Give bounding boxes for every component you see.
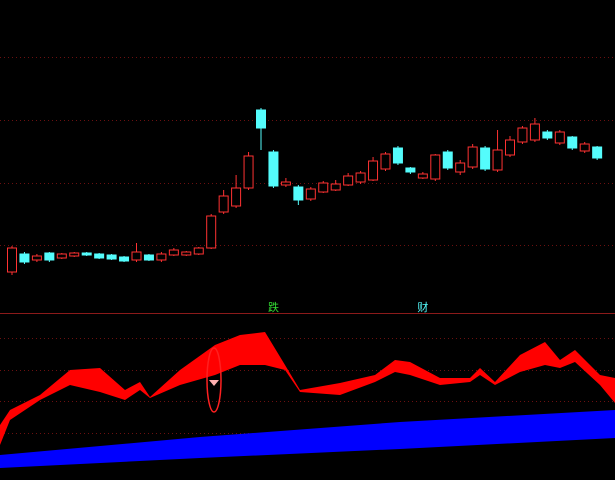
candle-body: [318, 182, 329, 193]
candle-body: [181, 251, 192, 256]
candle-body: [529, 123, 540, 141]
candle-body: [517, 127, 528, 143]
band-area: [0, 332, 615, 445]
candle-body: [231, 187, 242, 207]
candle-body: [567, 136, 578, 149]
candle-body: [392, 147, 403, 164]
candle-body: [268, 151, 279, 187]
candle-body: [492, 149, 503, 171]
candle-body: [343, 175, 354, 186]
candle-body: [218, 195, 229, 213]
candle-body: [168, 249, 179, 256]
candle-body: [143, 254, 154, 261]
candle-body: [579, 143, 590, 152]
candle-body: [380, 153, 391, 170]
candle-body: [106, 254, 117, 260]
candle-body: [69, 252, 80, 257]
candle-body: [442, 151, 453, 169]
candle-body: [256, 109, 266, 129]
candle-body: [280, 181, 291, 186]
candle-body: [542, 131, 553, 139]
candle-body: [430, 154, 441, 180]
candle-body: [119, 256, 130, 262]
candle-body: [355, 172, 366, 183]
candle-body: [417, 173, 428, 179]
candle-body: [480, 147, 491, 170]
candle-body: [56, 253, 67, 259]
candle-body: [131, 251, 142, 261]
annotation: 跌: [268, 300, 279, 314]
candle-body: [81, 252, 92, 256]
candle-body: [206, 215, 217, 249]
candle-body: [405, 167, 416, 173]
candle-body: [156, 253, 167, 261]
candle-body: [467, 146, 478, 168]
candle-body: [31, 255, 42, 261]
candle-body: [94, 253, 105, 259]
candle-body: [330, 183, 341, 191]
candle-body: [368, 160, 379, 181]
candle-body: [293, 186, 304, 201]
candle-body: [7, 247, 17, 273]
candle-body: [193, 247, 204, 255]
annotation: 财: [417, 300, 428, 314]
highlight-ellipse: [206, 347, 222, 413]
band-area: [0, 410, 615, 468]
candle-body: [455, 162, 466, 173]
candle-body: [305, 188, 316, 200]
candle-body: [243, 155, 254, 189]
candle-body: [592, 146, 603, 159]
candle-body: [19, 253, 30, 263]
candle-body: [505, 139, 515, 156]
candle-body: [554, 131, 565, 144]
candle-body: [44, 252, 55, 261]
signal-marker: [209, 380, 219, 386]
